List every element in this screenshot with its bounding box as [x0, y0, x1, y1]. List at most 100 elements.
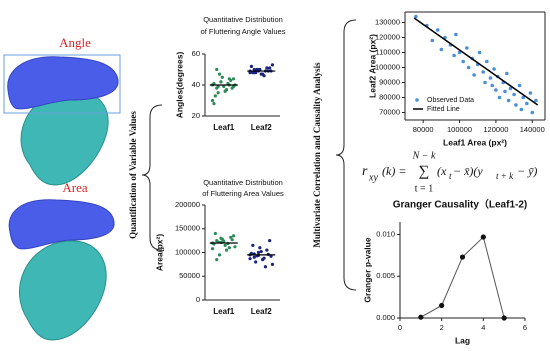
point [485, 59, 489, 64]
point [492, 67, 496, 71]
dot [220, 75, 224, 79]
angle-label: Angle [59, 35, 91, 50]
point [488, 76, 493, 80]
y-tick-label: 110000 [376, 47, 400, 56]
point [521, 95, 525, 100]
formula-part: t [449, 171, 452, 181]
formula-part: ∑ [419, 163, 430, 179]
dot [229, 235, 233, 239]
dot [252, 255, 256, 259]
dot [216, 91, 220, 95]
x-tick-label: Leaf1 [213, 123, 234, 132]
x-axis-label: Leaf1 Area (px²) [443, 137, 507, 147]
dot [233, 245, 237, 249]
y-axis-label: Granger p-value [362, 237, 372, 302]
area-label: Area [62, 180, 87, 195]
brace-label: Quantification of Variable Values [128, 111, 138, 239]
dot [215, 258, 219, 262]
dot [222, 239, 226, 243]
dot [223, 89, 227, 93]
formula-part: (x [437, 164, 447, 178]
dot [215, 67, 219, 72]
point [517, 83, 522, 88]
dot [251, 71, 255, 75]
dot [248, 257, 252, 261]
point [452, 53, 456, 58]
dot [252, 67, 256, 72]
point [457, 50, 462, 55]
y-tick-label: 70000 [379, 107, 400, 116]
point [530, 110, 535, 115]
dot [224, 248, 229, 252]
y-axis-label: Angles(degrees) [174, 52, 184, 119]
dot [262, 74, 266, 78]
x-tick-label: Leaf2 [251, 123, 272, 132]
y-tick-label: 20 [192, 111, 200, 120]
dot [219, 80, 223, 84]
point [505, 71, 509, 76]
dot [256, 250, 261, 255]
dot [270, 262, 275, 266]
chart-title: Quantitative Distribution [203, 15, 283, 24]
y-tick-label: 40 [192, 80, 200, 89]
dot [263, 265, 268, 269]
point [534, 98, 538, 103]
dot [223, 243, 227, 247]
point [430, 38, 435, 43]
point [514, 103, 518, 107]
dot [231, 234, 236, 238]
point [461, 59, 465, 64]
dot [230, 238, 234, 242]
point [435, 28, 440, 32]
y-tick-label: 100000 [175, 247, 200, 256]
dot [254, 260, 258, 264]
point [528, 91, 533, 95]
point [519, 107, 524, 112]
point [512, 92, 516, 97]
y-tick-label: 80000 [379, 92, 400, 101]
formula-part: t = 1 [415, 183, 433, 194]
dot [217, 72, 222, 76]
x-tick-label: Leaf2 [251, 307, 272, 316]
fit-line [413, 17, 539, 106]
dot [210, 247, 215, 251]
point [483, 80, 487, 85]
formula-part: (k) = [382, 164, 406, 178]
dot [269, 254, 273, 258]
y-tick-label: 100000 [375, 62, 400, 71]
formula: r xy (k) = N − k ∑ t = 1 (x t − x̄)(y t … [362, 150, 537, 194]
legend-marker [415, 98, 419, 102]
y-tick-label: 0.005 [376, 271, 395, 280]
dot [265, 248, 269, 252]
dot [210, 98, 215, 103]
y-axis-label: Area(px²) [154, 234, 164, 271]
dot [229, 78, 233, 82]
dot [212, 81, 216, 86]
legend-label: Observed Data [427, 97, 474, 104]
dot [217, 253, 222, 257]
leaf-area [8, 199, 115, 341]
y-tick-label: 0.000 [376, 313, 395, 322]
formula-part: t + k [496, 171, 514, 181]
x-tick-label: Leaf1 [213, 307, 234, 316]
dot [227, 246, 231, 250]
dot [216, 84, 220, 89]
y-tick-label: 90000 [379, 77, 400, 86]
x-tick-label: 140000 [520, 125, 545, 134]
point [439, 47, 444, 52]
point [439, 302, 445, 309]
point [503, 89, 507, 94]
point [466, 65, 471, 70]
x-tick-label: 0 [398, 323, 402, 332]
dot [268, 66, 272, 70]
point [525, 101, 529, 106]
dot [230, 86, 234, 90]
point [508, 86, 513, 91]
y-tick-label: 0 [196, 295, 200, 304]
dot [270, 63, 275, 67]
point [472, 73, 476, 77]
dot [258, 246, 262, 250]
y-tick-label: 120000 [375, 32, 400, 41]
y-tick-label: 200000 [175, 200, 200, 209]
